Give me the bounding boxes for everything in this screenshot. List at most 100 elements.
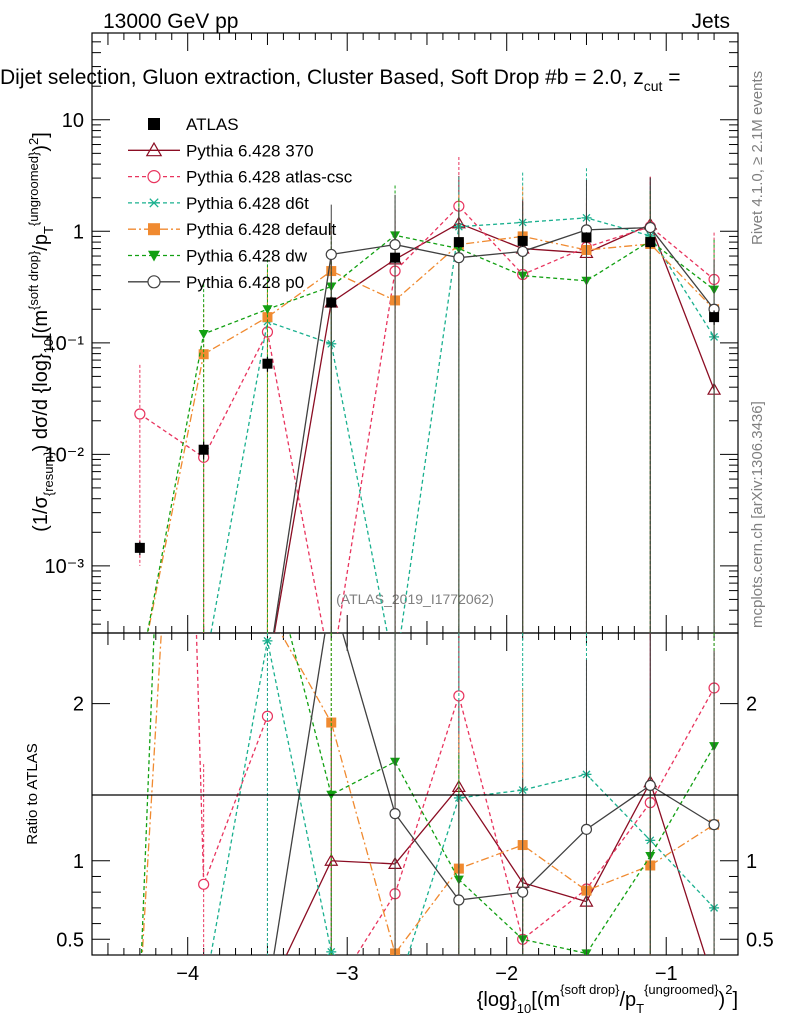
legend-item: Pythia 6.428 d6t xyxy=(128,194,309,213)
legend-item: Pythia 6.428 default xyxy=(128,220,337,239)
plot-title-main: Dijet selection, Gluon extraction, Clust… xyxy=(0,66,644,89)
ratio-point xyxy=(198,878,210,890)
ratio-line xyxy=(141,633,715,955)
ratio-point xyxy=(708,819,720,831)
atlas-point xyxy=(453,237,464,248)
ratio-line xyxy=(140,633,715,955)
ratio-tick-label-left: 2 xyxy=(73,694,84,716)
series-line xyxy=(147,235,715,633)
x-tick-label: −1 xyxy=(655,963,678,985)
legend-label: Pythia 6.428 dw xyxy=(186,247,308,266)
legend-item: Pythia 6.428 p0 xyxy=(128,273,304,292)
y-tick-label: 1 xyxy=(73,221,84,243)
legend-label: ATLAS xyxy=(186,115,239,134)
legend-swatch-marker xyxy=(148,118,160,130)
rivet-label: Rivet 4.1.0, ≥ 2.1M events xyxy=(749,71,766,245)
atlas-point xyxy=(198,444,209,455)
legend-item: Pythia 6.428 atlas-csc xyxy=(128,168,353,187)
ratio-point xyxy=(389,808,401,820)
legend-swatch-marker xyxy=(148,223,160,236)
ratio-line xyxy=(285,780,706,955)
legend-label: Pythia 6.428 d6t xyxy=(186,194,309,213)
process-label: Jets xyxy=(691,10,730,33)
ratio-point xyxy=(517,886,529,898)
series-point xyxy=(134,408,146,420)
ratio-line xyxy=(407,773,715,955)
legend-swatch-marker xyxy=(147,170,161,184)
plot-title-tail: = xyxy=(662,66,680,89)
legend-swatch-marker xyxy=(147,275,161,289)
ratio-point xyxy=(644,779,656,791)
ratio-tick-label-right: 2 xyxy=(746,694,757,716)
ratio-point xyxy=(326,717,337,728)
atlas-point xyxy=(326,297,337,308)
ratio-point xyxy=(262,636,273,645)
series-line xyxy=(272,226,715,633)
series-line xyxy=(146,234,715,633)
asterisk-stroke xyxy=(327,947,336,955)
energy-label: 13000 GeV pp xyxy=(103,10,238,33)
legend-label: Pythia 6.428 default xyxy=(186,220,337,239)
atlas-point xyxy=(262,358,273,369)
series-point xyxy=(453,252,465,264)
legend-label: Pythia 6.428 p0 xyxy=(186,273,304,292)
legend-swatch-marker xyxy=(148,198,160,208)
ratio-series-5 xyxy=(273,633,720,955)
series-point xyxy=(517,245,529,258)
ratio-tick-label-left: 1 xyxy=(73,851,84,873)
atlas-point xyxy=(581,232,592,243)
legend-swatch-marker xyxy=(148,250,160,262)
asterisk-stroke xyxy=(149,198,159,208)
y-tick-label: 10⁻³ xyxy=(45,556,85,578)
y-tick-label: 10 xyxy=(62,110,84,132)
ratio-series-layer xyxy=(140,633,720,955)
ratio-y-axis-label: Ratio to ATLAS xyxy=(24,743,41,844)
legend-label: Pythia 6.428 atlas-csc xyxy=(186,168,353,187)
legend-item: ATLAS xyxy=(148,115,239,134)
mcplots-label: mcplots.cern.ch [arXiv:1306.3436] xyxy=(749,401,766,628)
legend-item: Pythia 6.428 dw xyxy=(128,247,308,266)
plot-title: Dijet selection, Gluon extraction, Clust… xyxy=(0,66,681,94)
series-line xyxy=(139,205,715,633)
ratio-tick-label-right: 1 xyxy=(746,851,757,873)
atlas-point xyxy=(645,237,656,248)
analysis-watermark: (ATLAS_2019_I1772062) xyxy=(336,591,494,607)
ratio-tick-label-left: 0.5 xyxy=(56,929,84,951)
series-line xyxy=(210,217,715,633)
ratio-tick-label-right: 0.5 xyxy=(746,929,774,951)
series-point xyxy=(644,221,656,234)
asterisk-stroke xyxy=(263,636,272,645)
ratio-point xyxy=(326,947,337,955)
x-tick-label: −4 xyxy=(176,963,199,985)
series-point xyxy=(389,238,401,251)
ratio-point xyxy=(261,710,274,722)
y-tick-label: 10⁻¹ xyxy=(45,333,85,355)
x-axis-label: {log}10[(m{soft drop}/pT{ungroomed})2] xyxy=(477,982,738,1016)
atlas-point xyxy=(709,312,720,323)
legend-item: Pythia 6.428 370 xyxy=(128,141,314,160)
ratio-point xyxy=(580,823,593,835)
series-point xyxy=(262,305,273,315)
main-y-axis: 10⁻³ 10⁻² 10⁻¹ 1 10 xyxy=(45,32,738,625)
series-point xyxy=(325,248,337,261)
x-tick-label: −3 xyxy=(336,963,359,985)
legend: ATLAS Pythia 6.428 370 Pythia 6.428 atlas-… xyxy=(128,115,353,292)
ratio-plot-frame xyxy=(91,632,739,956)
x-tick-label: −2 xyxy=(495,963,518,985)
ratio-point xyxy=(453,894,465,906)
main-series-layer xyxy=(134,157,722,633)
atlas-point xyxy=(517,235,528,246)
atlas-point xyxy=(390,252,401,263)
legend-label: Pythia 6.428 370 xyxy=(186,141,314,160)
atlas-point xyxy=(134,542,145,553)
ratio-line xyxy=(273,633,715,955)
y-tick-label: 10⁻² xyxy=(45,444,85,466)
ratio-y-axis: 0.5 0.5 1 1 2 2 xyxy=(56,694,774,952)
main-y-axis-label: (1/σ{resum}) dσ/d {log}10[(m{soft drop}/… xyxy=(26,132,56,532)
legend-swatch-marker xyxy=(145,141,163,157)
series-point xyxy=(198,329,209,339)
ratio-series-0 xyxy=(285,633,706,955)
plot-title-sub: cut xyxy=(644,78,663,94)
reference-layer xyxy=(134,232,720,556)
